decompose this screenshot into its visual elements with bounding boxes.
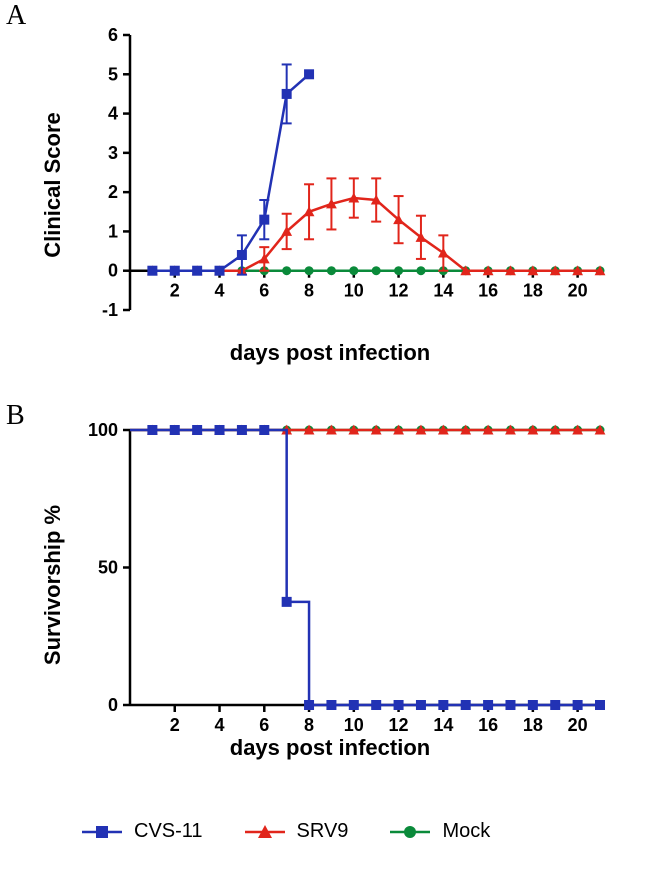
svg-text:18: 18 [523, 281, 543, 301]
svg-text:20: 20 [568, 281, 588, 301]
legend-label-mock: Mock [442, 820, 490, 843]
legend-label-srv9: SRV9 [297, 820, 349, 843]
panel-a-svg: -101234562468101214161820 [60, 20, 620, 370]
legend-marker-cvs11 [80, 822, 124, 842]
svg-text:3: 3 [108, 143, 118, 163]
svg-text:4: 4 [215, 715, 225, 735]
svg-text:100: 100 [88, 420, 118, 440]
legend-item-srv9: SRV9 [243, 820, 349, 843]
svg-text:2: 2 [108, 182, 118, 202]
panel-b: 0501002468101214161820 Survivorship % da… [60, 415, 620, 765]
legend-marker-srv9 [243, 822, 287, 842]
panel-b-xlabel: days post infection [190, 735, 470, 761]
svg-text:6: 6 [259, 281, 269, 301]
svg-text:0: 0 [108, 261, 118, 281]
svg-text:14: 14 [433, 715, 453, 735]
svg-text:12: 12 [389, 281, 409, 301]
svg-text:5: 5 [108, 64, 118, 84]
panel-a-xlabel: days post infection [190, 340, 470, 366]
svg-text:0: 0 [108, 695, 118, 715]
legend: CVS-11 SRV9 Mock [80, 820, 490, 843]
svg-text:4: 4 [108, 104, 118, 124]
legend-item-mock: Mock [388, 820, 490, 843]
svg-text:8: 8 [304, 715, 314, 735]
panel-a: -101234562468101214161820 Clinical Score… [60, 20, 620, 370]
svg-text:20: 20 [568, 715, 588, 735]
svg-text:12: 12 [389, 715, 409, 735]
svg-text:4: 4 [215, 281, 225, 301]
svg-text:2: 2 [170, 715, 180, 735]
svg-text:8: 8 [304, 281, 314, 301]
svg-text:6: 6 [108, 25, 118, 45]
panel-b-svg: 0 50 100 2 4 6 8 10 12 14 16 18 20 [60, 415, 620, 765]
figure: A -101234562468101214161820 Clinical Sco… [0, 0, 650, 881]
svg-text:2: 2 [170, 281, 180, 301]
svg-text:10: 10 [344, 715, 364, 735]
svg-text:-1: -1 [102, 300, 118, 320]
svg-text:14: 14 [433, 281, 453, 301]
legend-marker-mock [388, 822, 432, 842]
svg-text:10: 10 [344, 281, 364, 301]
svg-text:16: 16 [478, 281, 498, 301]
panel-a-label: A [6, 0, 26, 32]
legend-item-cvs11: CVS-11 [80, 820, 203, 843]
svg-text:6: 6 [259, 715, 269, 735]
svg-text:16: 16 [478, 715, 498, 735]
legend-label-cvs11: CVS-11 [134, 820, 203, 843]
panel-b-ylabel: Survivorship % [40, 465, 66, 705]
svg-text:18: 18 [523, 715, 543, 735]
panel-b-label: B [6, 400, 25, 432]
panel-a-ylabel: Clinical Score [40, 75, 66, 295]
svg-text:50: 50 [98, 558, 118, 578]
svg-text:1: 1 [108, 221, 118, 241]
